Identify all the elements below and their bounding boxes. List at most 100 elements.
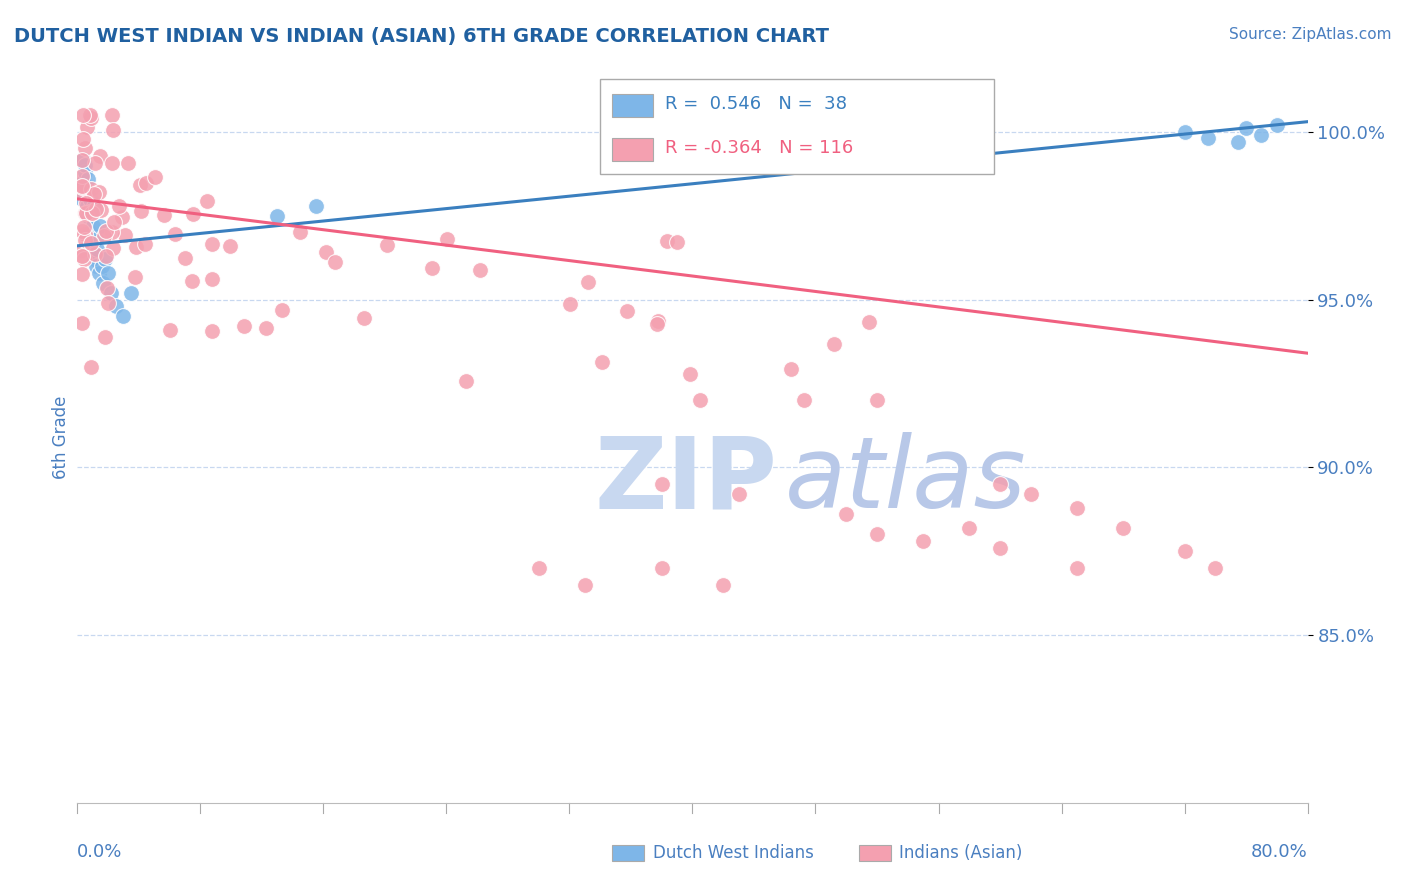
Point <box>1234 121 1257 136</box>
Point <box>80 182 103 196</box>
Point <box>75 227 97 241</box>
Point <box>288 225 311 239</box>
Point <box>94 252 117 267</box>
Point <box>1250 128 1272 142</box>
Y-axis label: 6th Grade: 6th Grade <box>52 395 70 479</box>
Point <box>72 152 94 166</box>
Text: ZIP: ZIP <box>595 433 778 530</box>
Point <box>1174 125 1197 139</box>
Point <box>689 393 711 408</box>
Point <box>353 311 375 326</box>
Point <box>201 237 224 252</box>
Point <box>70 178 93 193</box>
Point <box>73 158 96 172</box>
FancyBboxPatch shape <box>613 138 654 161</box>
Point <box>128 178 150 192</box>
FancyBboxPatch shape <box>613 94 654 118</box>
Point <box>456 374 478 388</box>
Point <box>89 149 111 163</box>
Point <box>70 153 93 167</box>
Point <box>468 262 491 277</box>
Point <box>94 329 117 343</box>
Point <box>70 180 93 194</box>
Point <box>195 194 218 209</box>
Point <box>79 111 101 125</box>
Point <box>77 185 100 199</box>
Point <box>76 120 98 135</box>
Point <box>233 318 256 333</box>
Point <box>174 251 197 265</box>
Point <box>616 304 638 318</box>
Point <box>866 393 889 408</box>
Point <box>104 299 127 313</box>
Point <box>420 261 443 276</box>
Point <box>77 209 100 223</box>
Point <box>560 297 582 311</box>
Point <box>134 236 156 251</box>
Point <box>70 185 93 199</box>
Point <box>780 362 803 376</box>
Point <box>793 393 815 408</box>
Point <box>72 175 94 189</box>
Text: 0.0%: 0.0% <box>77 843 122 861</box>
Point <box>70 249 93 263</box>
Point <box>576 275 599 289</box>
Point <box>73 165 96 179</box>
Point <box>93 228 115 243</box>
Text: 80.0%: 80.0% <box>1251 843 1308 861</box>
Point <box>1197 131 1219 145</box>
Point <box>647 314 669 328</box>
Point <box>83 252 105 267</box>
Point <box>711 578 734 592</box>
Point <box>143 169 166 184</box>
Point <box>266 209 288 223</box>
Point <box>988 541 1011 555</box>
Point <box>70 224 93 238</box>
Point <box>83 187 105 202</box>
Point <box>271 302 294 317</box>
Point <box>84 246 107 260</box>
Point <box>679 367 702 381</box>
Point <box>1066 561 1088 575</box>
Point <box>94 249 117 263</box>
Point <box>108 199 131 213</box>
Point <box>101 108 124 122</box>
Point <box>120 285 142 300</box>
Point <box>82 242 104 256</box>
Point <box>72 243 94 257</box>
Point <box>83 198 105 212</box>
Point <box>70 169 93 184</box>
Point <box>101 241 124 255</box>
Point <box>80 209 103 223</box>
Point <box>135 177 157 191</box>
Point <box>181 207 204 221</box>
Point <box>86 242 108 256</box>
Point <box>159 323 181 337</box>
Point <box>1265 118 1288 132</box>
Point <box>651 561 673 575</box>
Point <box>89 219 111 233</box>
Point <box>103 123 125 137</box>
Text: Dutch West Indians: Dutch West Indians <box>654 844 814 862</box>
Point <box>83 156 105 170</box>
Point <box>117 156 139 170</box>
Point <box>254 320 277 334</box>
Point <box>84 202 107 217</box>
Point <box>94 224 117 238</box>
Point <box>1174 544 1197 558</box>
Point <box>79 192 101 206</box>
Point <box>90 202 112 217</box>
Point <box>305 198 328 212</box>
Point <box>858 315 880 329</box>
Text: atlas: atlas <box>785 433 1026 530</box>
Point <box>647 318 669 332</box>
Point <box>80 232 103 246</box>
Point <box>112 310 135 324</box>
Point <box>75 141 97 155</box>
Point <box>201 272 224 286</box>
Point <box>111 210 134 224</box>
Point <box>651 477 673 491</box>
Point <box>73 252 96 266</box>
Point <box>76 185 98 199</box>
Point <box>87 266 110 280</box>
